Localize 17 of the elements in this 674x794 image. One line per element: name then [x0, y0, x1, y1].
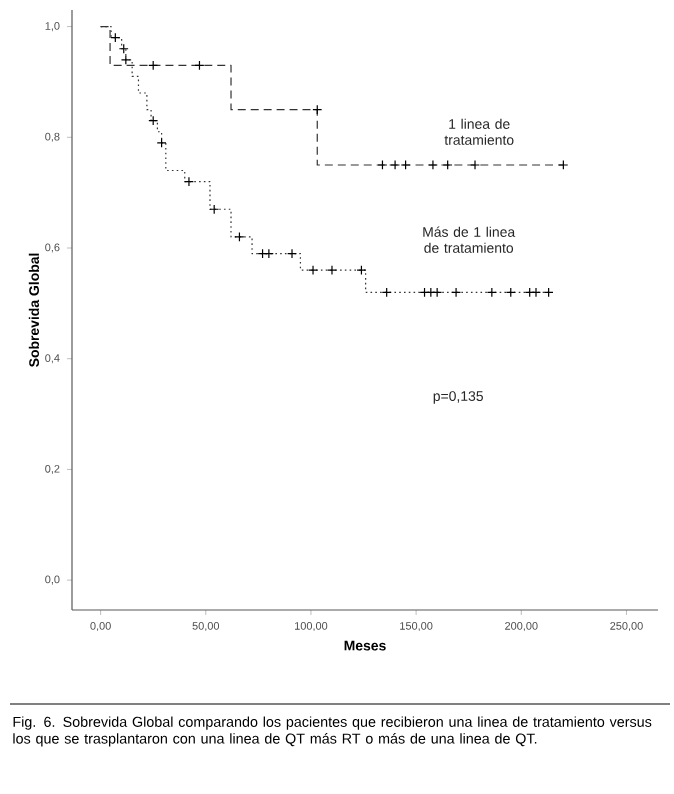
point: [263, 248, 274, 259]
point: [531, 287, 541, 298]
point: [390, 159, 401, 170]
point: [377, 159, 388, 170]
point: [442, 159, 453, 170]
point: [470, 159, 480, 170]
point: [558, 159, 569, 170]
point: [432, 287, 443, 298]
point: [308, 265, 319, 276]
point: [287, 248, 297, 259]
point: [451, 287, 462, 298]
point: [427, 159, 438, 170]
point: [234, 231, 245, 242]
point: [400, 159, 411, 170]
point: [183, 176, 194, 187]
point: [356, 265, 367, 276]
point: [326, 265, 337, 276]
